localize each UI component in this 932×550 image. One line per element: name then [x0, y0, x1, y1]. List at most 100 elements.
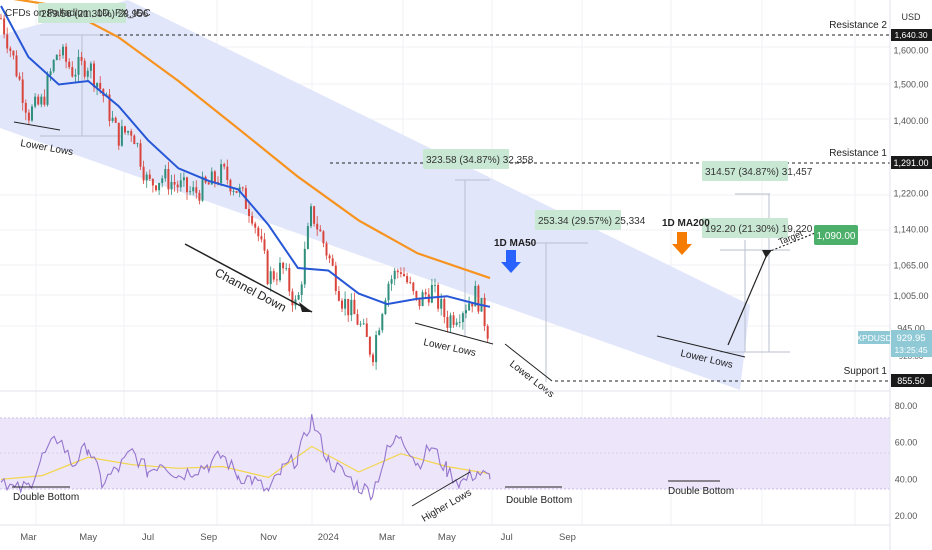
candle: [381, 312, 384, 333]
candle-body: [74, 74, 77, 77]
time-tick-5: 2024: [318, 532, 339, 543]
candle: [291, 288, 294, 312]
lower-lows-line-4: [656, 335, 746, 358]
candle: [62, 44, 64, 59]
candle-body: [93, 63, 95, 88]
candle-body: [260, 236, 263, 240]
time-axis[interactable]: Mar May Jul Sep Nov 2024 Mar May Jul Sep: [0, 524, 890, 543]
candle: [139, 139, 142, 171]
candle-body: [322, 231, 325, 244]
measurement-label-5-box: [702, 218, 788, 238]
measurement-ranges[interactable]: [40, 34, 790, 382]
candle: [6, 27, 9, 54]
candle: [409, 276, 412, 285]
candle: [272, 268, 275, 283]
candle-body: [179, 180, 182, 188]
candle-body: [21, 79, 24, 103]
candle: [43, 89, 46, 107]
candle-body: [210, 171, 213, 185]
countdown: 13:25:45: [894, 345, 927, 355]
price-tick-7: 945.00: [897, 324, 925, 334]
candle: [269, 266, 272, 292]
candle-body: [477, 285, 480, 312]
candle: [266, 248, 269, 286]
candle: [232, 187, 235, 196]
candle-body: [145, 174, 148, 181]
candle: [124, 125, 126, 135]
symbol-tag: [858, 331, 890, 344]
rsi-ma-line[interactable]: [0, 445, 491, 480]
candle-body: [223, 164, 226, 167]
channel-down-band[interactable]: [0, 0, 750, 390]
time-tick-4: Nov: [260, 532, 277, 543]
candle-body: [362, 323, 365, 325]
target-price-box[interactable]: [814, 225, 858, 245]
candle: [114, 116, 117, 124]
candle-body: [461, 313, 464, 323]
candle: [275, 272, 278, 286]
time-tick-2: Jul: [142, 532, 154, 543]
candle: [68, 58, 71, 70]
candle-body: [34, 96, 37, 107]
price-tick-4: 1,140.00: [893, 225, 928, 235]
candle-body: [170, 181, 173, 190]
candle-body: [331, 258, 334, 266]
candle: [477, 284, 480, 314]
candle: [331, 254, 334, 267]
rsi-line[interactable]: [0, 414, 491, 501]
candle-body: [458, 322, 461, 323]
candle-body: [390, 279, 393, 284]
ma50-line[interactable]: [0, 5, 491, 308]
candle-body: [375, 334, 378, 363]
price-axis-ticks: 1,600.00 1,500.00 1,400.00 1,220.00 1,140.00…: [893, 45, 928, 333]
candle-body: [455, 322, 458, 325]
candle: [220, 159, 223, 187]
annotation-double-bottom-1: Double Bottom: [13, 492, 79, 503]
candle-body: [176, 184, 179, 188]
candle-body: [378, 330, 381, 335]
candle-body: [468, 303, 471, 311]
candle-body: [49, 71, 52, 76]
price-axis[interactable]: USD 1,600.00 1,500.00 1,400.00 1,220.00 1,14…: [856, 0, 932, 550]
candle-body: [328, 255, 331, 259]
candle-body: [198, 192, 201, 201]
candle-body: [6, 34, 9, 49]
candle: [83, 58, 86, 80]
candle: [458, 314, 461, 328]
candle: [430, 278, 433, 304]
candle-body: [319, 229, 322, 232]
candle: [372, 352, 374, 367]
candle-body: [359, 323, 362, 325]
lower-lows-line-1: [13, 121, 61, 131]
currency-label: USD: [901, 12, 921, 22]
candle-body: [27, 112, 30, 121]
candle-body: [365, 323, 368, 337]
rsi-pane[interactable]: Double Bottom Higher Lows Double Bottom …: [0, 390, 932, 525]
time-tick-3: Sep: [200, 532, 217, 543]
candle: [399, 267, 402, 278]
time-tick-9: Sep: [559, 532, 576, 543]
candle-body: [151, 178, 154, 186]
candle-body: [133, 135, 136, 145]
candle: [359, 320, 362, 328]
candle: [52, 58, 55, 74]
candle-body: [37, 96, 40, 105]
candle: [362, 318, 365, 325]
candle-body: [158, 182, 161, 191]
candle: [384, 297, 387, 315]
candle-body: [251, 215, 254, 224]
annotation-ma50: 1D MA50: [494, 238, 537, 249]
candle: [145, 171, 148, 188]
candle-body: [337, 291, 340, 301]
candle: [86, 67, 89, 83]
candle: [49, 68, 52, 82]
candle: [161, 175, 164, 188]
candle-body: [393, 270, 396, 280]
candle: [77, 49, 80, 82]
candle: [40, 93, 43, 108]
candle: [375, 330, 378, 370]
candle-body: [173, 181, 176, 185]
candle-body: [412, 282, 415, 292]
chart-title: CFDs on Palladium, 1D, FX_IDC: [5, 8, 151, 19]
